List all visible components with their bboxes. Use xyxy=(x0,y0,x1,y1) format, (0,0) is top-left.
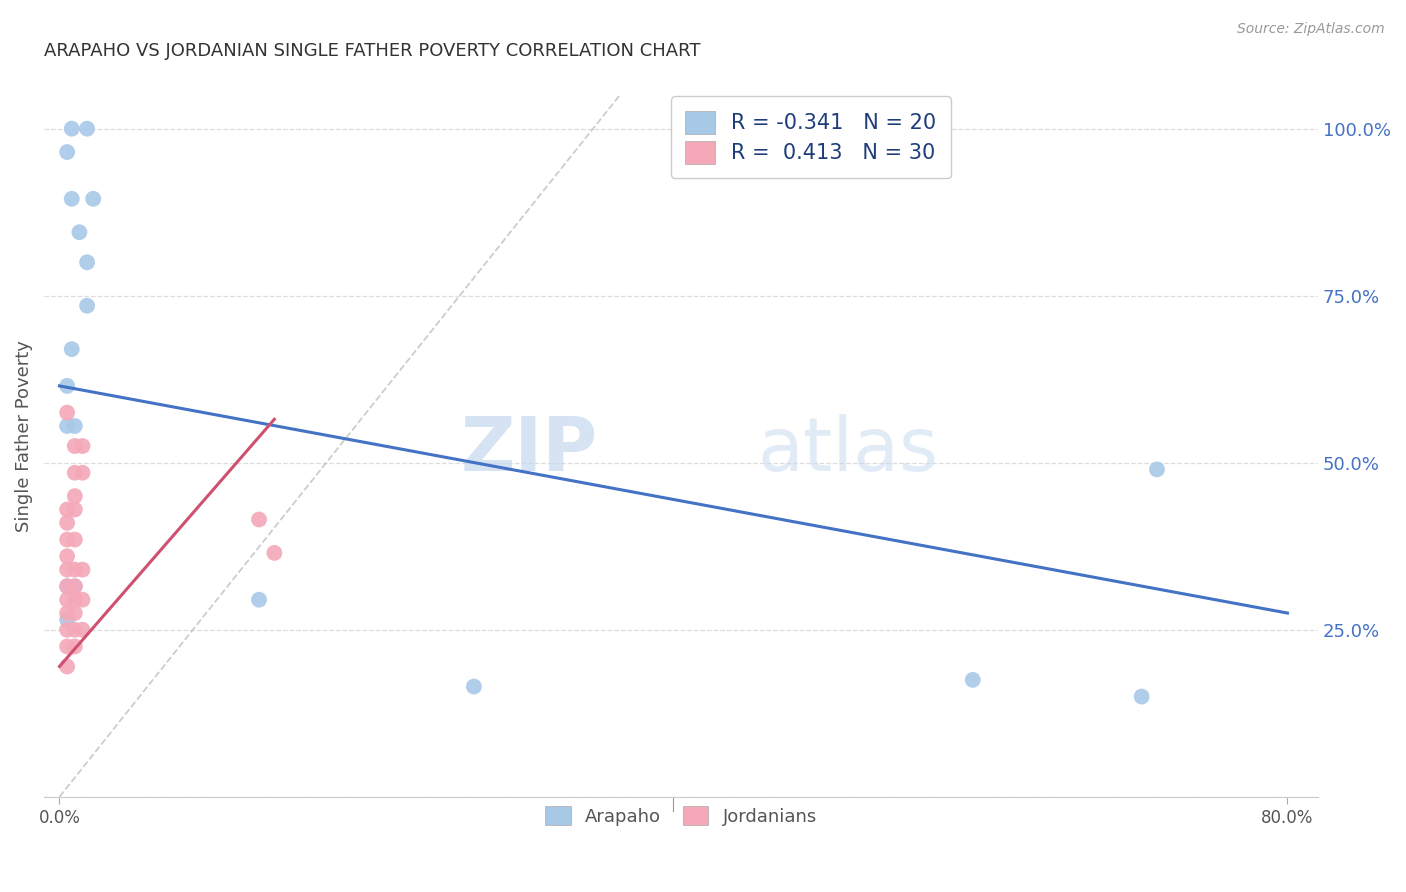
Point xyxy=(56,406,79,420)
Point xyxy=(56,419,79,434)
Point xyxy=(72,563,94,577)
Point xyxy=(56,379,79,393)
Point xyxy=(56,640,79,654)
Point xyxy=(56,579,79,593)
Point xyxy=(63,579,86,593)
Point xyxy=(56,549,79,564)
Point xyxy=(76,299,98,313)
Point xyxy=(63,579,86,593)
Point xyxy=(263,546,285,560)
Point xyxy=(76,255,98,269)
Point xyxy=(63,563,86,577)
Point xyxy=(56,563,79,577)
Point xyxy=(463,680,485,694)
Point xyxy=(56,613,79,627)
Point xyxy=(247,592,270,607)
Point xyxy=(82,192,104,206)
Point xyxy=(56,145,79,159)
Legend: Arapaho, Jordanians: Arapaho, Jordanians xyxy=(537,797,825,835)
Text: ZIP: ZIP xyxy=(461,414,599,487)
Point xyxy=(63,533,86,547)
Text: ARAPAHO VS JORDANIAN SINGLE FATHER POVERTY CORRELATION CHART: ARAPAHO VS JORDANIAN SINGLE FATHER POVER… xyxy=(44,42,700,60)
Point xyxy=(63,623,86,637)
Point xyxy=(60,121,83,136)
Point xyxy=(60,342,83,356)
Point xyxy=(63,419,86,434)
Point xyxy=(1146,462,1168,476)
Point xyxy=(72,466,94,480)
Point xyxy=(56,606,79,620)
Point xyxy=(67,225,90,239)
Point xyxy=(56,502,79,516)
Point xyxy=(56,623,79,637)
Text: Source: ZipAtlas.com: Source: ZipAtlas.com xyxy=(1237,22,1385,37)
Point xyxy=(56,592,79,607)
Point xyxy=(56,516,79,530)
Point xyxy=(63,606,86,620)
Point xyxy=(63,466,86,480)
Point xyxy=(63,592,86,607)
Point xyxy=(56,659,79,673)
Point xyxy=(72,623,94,637)
Y-axis label: Single Father Poverty: Single Father Poverty xyxy=(15,340,32,532)
Point xyxy=(63,439,86,453)
Point xyxy=(63,502,86,516)
Point xyxy=(247,512,270,526)
Point xyxy=(962,673,984,687)
Point xyxy=(60,192,83,206)
Point xyxy=(56,533,79,547)
Point xyxy=(1130,690,1153,704)
Point xyxy=(76,121,98,136)
Point xyxy=(72,592,94,607)
Point xyxy=(72,439,94,453)
Text: atlas: atlas xyxy=(758,414,939,487)
Point xyxy=(56,579,79,593)
Point xyxy=(63,640,86,654)
Point xyxy=(63,489,86,503)
